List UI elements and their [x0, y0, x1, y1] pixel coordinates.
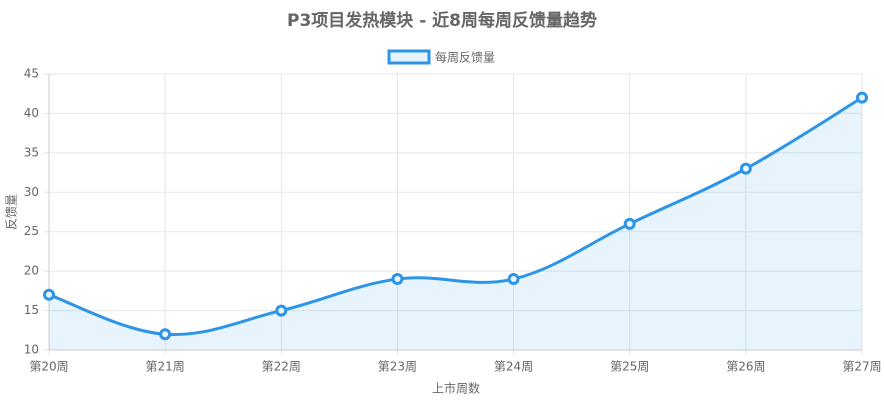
point [856, 91, 868, 104]
y-tick-label: 15 [24, 303, 39, 317]
y-tick-label: 20 [24, 264, 39, 278]
y-tick-label: 45 [24, 67, 39, 81]
x-tick-label: 第27周 [842, 360, 881, 374]
point [275, 304, 288, 317]
line [48, 96, 863, 337]
x-tick-label: 第22周 [262, 360, 301, 374]
area [49, 97, 862, 351]
point [623, 217, 636, 230]
x-tick-label: 第26周 [726, 360, 765, 374]
y-tick-label: 25 [24, 224, 39, 238]
x-tick-label: 第24周 [494, 360, 533, 374]
y-tick-label: 10 [24, 343, 39, 357]
y-tick-label: 30 [24, 185, 39, 199]
point [159, 328, 172, 341]
chart-title: P3项目发热模块 - 近8周每周反馈量趋势 [287, 10, 597, 31]
legend-label: 每周反馈量 [435, 50, 495, 65]
point [739, 162, 752, 175]
y-tick-label: 40 [24, 106, 39, 120]
point [507, 273, 520, 286]
x-tick-label: 第25周 [610, 360, 649, 374]
legend-swatch [387, 49, 431, 65]
y-axis-title: 反馈量 [5, 194, 19, 230]
x-tick-label: 第21周 [146, 360, 185, 374]
x-axis-title: 上市周数 [432, 381, 480, 396]
point [43, 288, 55, 301]
x-tick-label: 第20周 [29, 360, 68, 374]
point [391, 273, 404, 286]
y-tick-label: 35 [24, 145, 39, 159]
x-tick-label: 第23周 [378, 360, 417, 374]
